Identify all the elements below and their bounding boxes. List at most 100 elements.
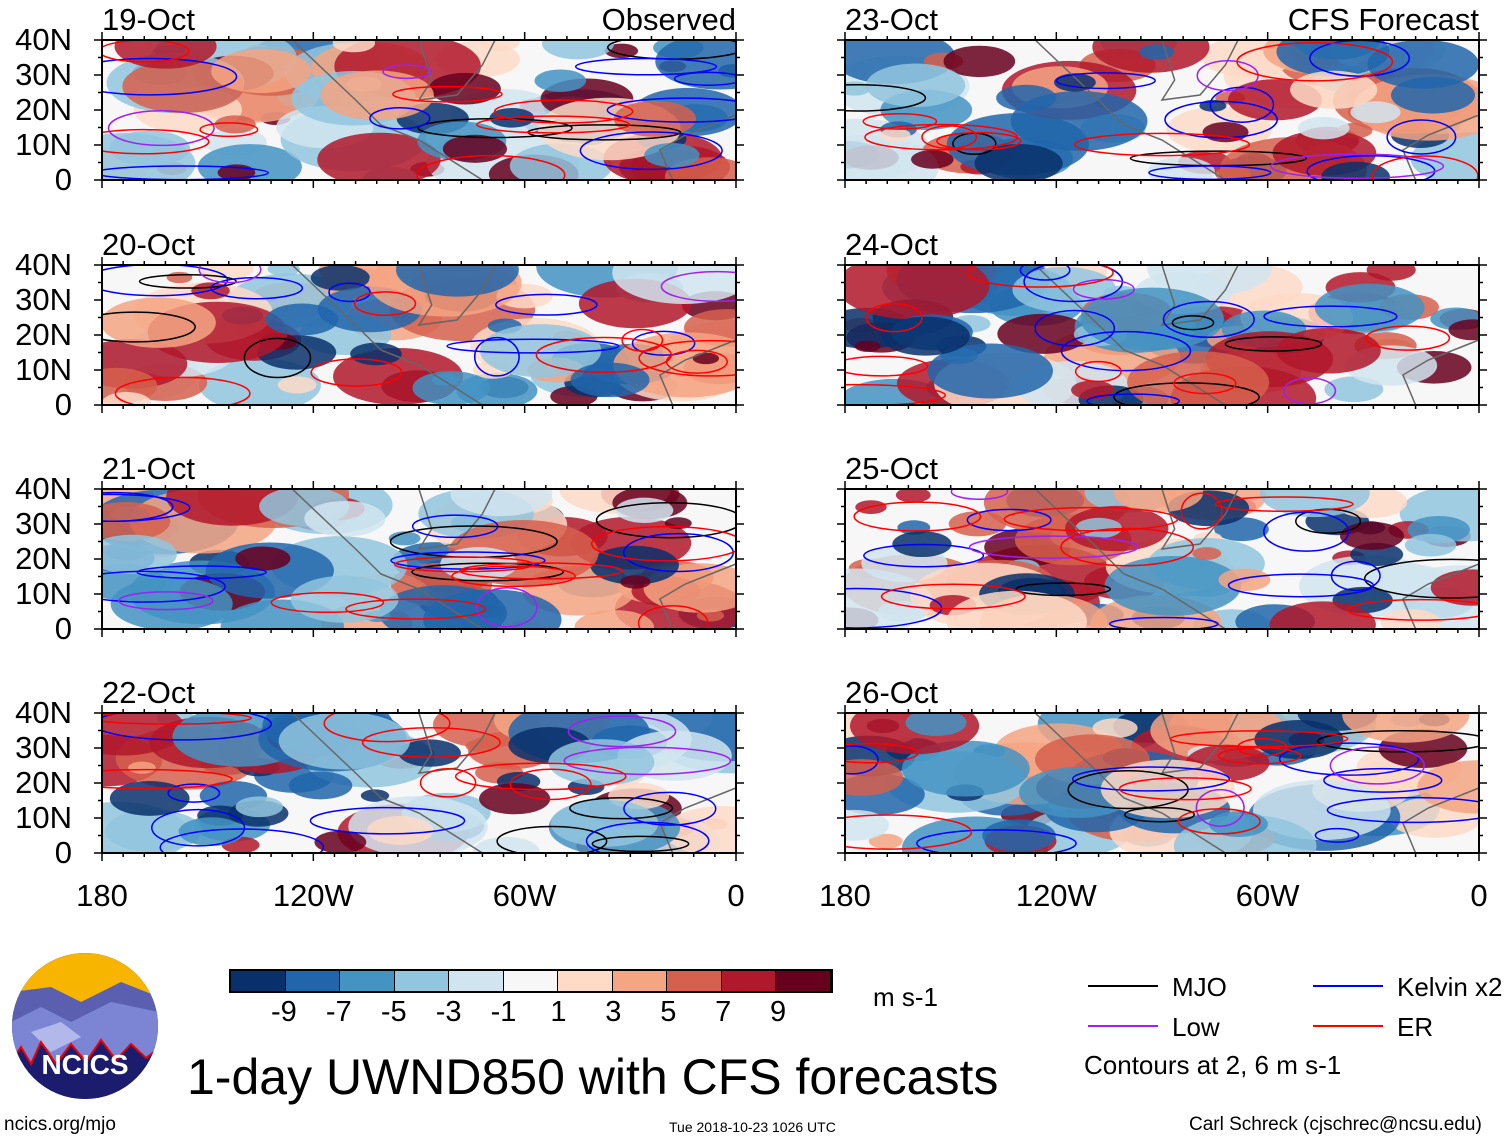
wind-anomaly-blob — [479, 324, 602, 378]
kelvin-contour — [1263, 305, 1398, 328]
panel-date-label: 20-Oct — [102, 227, 196, 262]
kelvin-contour — [1086, 393, 1180, 405]
er-contour — [310, 358, 403, 387]
kelvin-contour — [309, 806, 466, 835]
wind-anomaly-blob — [278, 713, 411, 770]
map-panel-24-Oct — [837, 257, 1487, 413]
mjo-contour — [138, 274, 237, 289]
er-contour — [361, 727, 501, 758]
wind-anomaly-blob — [423, 589, 562, 629]
er-contour — [845, 742, 919, 764]
wind-anomaly-blob — [692, 352, 720, 365]
wind-anomaly-blob — [982, 819, 1056, 852]
wind-anomaly-blob — [277, 376, 317, 394]
lon-tick-label: 120W — [1015, 878, 1097, 913]
kelvin-contour — [1323, 767, 1443, 793]
colorbar-tick-label: 7 — [715, 996, 732, 1028]
colorbar-tick-label: 3 — [605, 996, 622, 1028]
kelvin-contour — [574, 57, 718, 76]
wind-anomaly-blob — [235, 546, 291, 571]
wind-anomaly-blob — [102, 391, 151, 405]
er-contour — [921, 125, 978, 150]
colorbar-tick-label: 5 — [660, 996, 677, 1028]
wind-anomaly-blob — [102, 297, 216, 348]
lat-tick-label: 10N — [15, 576, 72, 611]
wind-anomaly-blob — [1071, 380, 1115, 400]
wind-anomaly-blob — [367, 815, 434, 845]
wind-anomaly-blob — [1075, 517, 1123, 539]
er-contour — [102, 713, 252, 725]
lat-tick-label: 40N — [15, 471, 72, 506]
wind-anomaly-blob — [534, 69, 587, 93]
footer-timestamp: Tue 2018-10-23 1026 UTC — [669, 1119, 836, 1135]
er-contour — [419, 767, 477, 798]
lat-tick-label: 20N — [15, 765, 72, 800]
colorbar — [229, 969, 833, 993]
legend-line-mjo — [1088, 985, 1158, 987]
logo-text: NCICS — [41, 1049, 128, 1080]
er-contour — [1173, 372, 1237, 395]
wind-anomaly-blob — [478, 40, 520, 52]
coastline — [1034, 489, 1479, 629]
wind-anomaly-blob — [615, 497, 674, 523]
wind-anomaly-blob — [845, 809, 890, 841]
wind-anomaly-blob — [905, 713, 967, 736]
colorbar-swatch — [394, 971, 450, 991]
panel-date-label: 23-Oct — [845, 2, 939, 37]
coastline — [291, 265, 736, 405]
kelvin-contour — [1227, 573, 1375, 598]
wind-anomaly-blob — [910, 150, 954, 169]
wind-anomaly-blob — [396, 265, 519, 297]
footer-url[interactable]: ncics.org/mjo — [4, 1114, 116, 1135]
colorbar-swatch — [612, 971, 668, 991]
er-contour — [936, 131, 1022, 151]
kelvin-contour — [167, 783, 221, 803]
kelvin-contour — [1278, 742, 1420, 776]
kelvin-contour — [631, 330, 696, 356]
kelvin-contour — [863, 543, 985, 568]
er-contour — [323, 713, 451, 743]
er-contour — [102, 128, 210, 155]
er-contour — [1214, 496, 1354, 512]
wind-anomaly-blob — [235, 796, 283, 818]
legend-label: Kelvin x2 — [1397, 972, 1503, 1002]
er-contour — [845, 814, 973, 850]
kelvin-contour — [210, 276, 304, 300]
colorbar-swatch — [231, 971, 286, 991]
mjo-contour — [845, 83, 927, 112]
low-contour — [476, 587, 538, 628]
mjo-contour — [1171, 315, 1215, 331]
wind-anomaly-blob — [865, 63, 966, 108]
low-contour — [1195, 788, 1245, 828]
wind-anomaly-blob — [102, 534, 177, 574]
wind-anomaly-blob — [412, 371, 491, 405]
kelvin-contour — [102, 713, 273, 741]
wind-anomaly-blob — [1269, 601, 1376, 629]
colorbar-swatch — [340, 971, 395, 991]
lat-tick-label: 30N — [15, 282, 72, 317]
ncics-logo: NCICS — [11, 952, 159, 1100]
er-contour — [590, 525, 736, 562]
wind-anomaly-blob — [943, 45, 1016, 78]
kelvin-contour — [606, 97, 736, 123]
wind-anomaly-blob — [1297, 116, 1350, 140]
er-contour — [493, 99, 634, 124]
wind-anomaly-blob — [895, 489, 931, 503]
wind-anomaly-blob — [290, 575, 399, 623]
wind-anomaly-blob — [102, 501, 171, 541]
colorbar-swatch — [776, 971, 832, 991]
legend-label: ER — [1397, 1012, 1434, 1042]
mjo-contour — [102, 311, 196, 343]
lon-tick-label: 60W — [492, 878, 557, 913]
er-contour — [1169, 730, 1349, 748]
wind-anomaly-blob — [105, 809, 203, 853]
er-contour — [621, 328, 664, 352]
lon-tick-label: 0 — [727, 878, 745, 913]
wind-anomaly-blob — [542, 40, 615, 60]
map-panel-20-Oct — [94, 257, 744, 413]
low-contour — [382, 64, 432, 80]
lat-tick-label: 40N — [15, 22, 72, 57]
er-contour — [1236, 42, 1394, 82]
wind-anomaly-blob — [317, 132, 441, 180]
wind-anomaly-blob — [612, 265, 736, 304]
